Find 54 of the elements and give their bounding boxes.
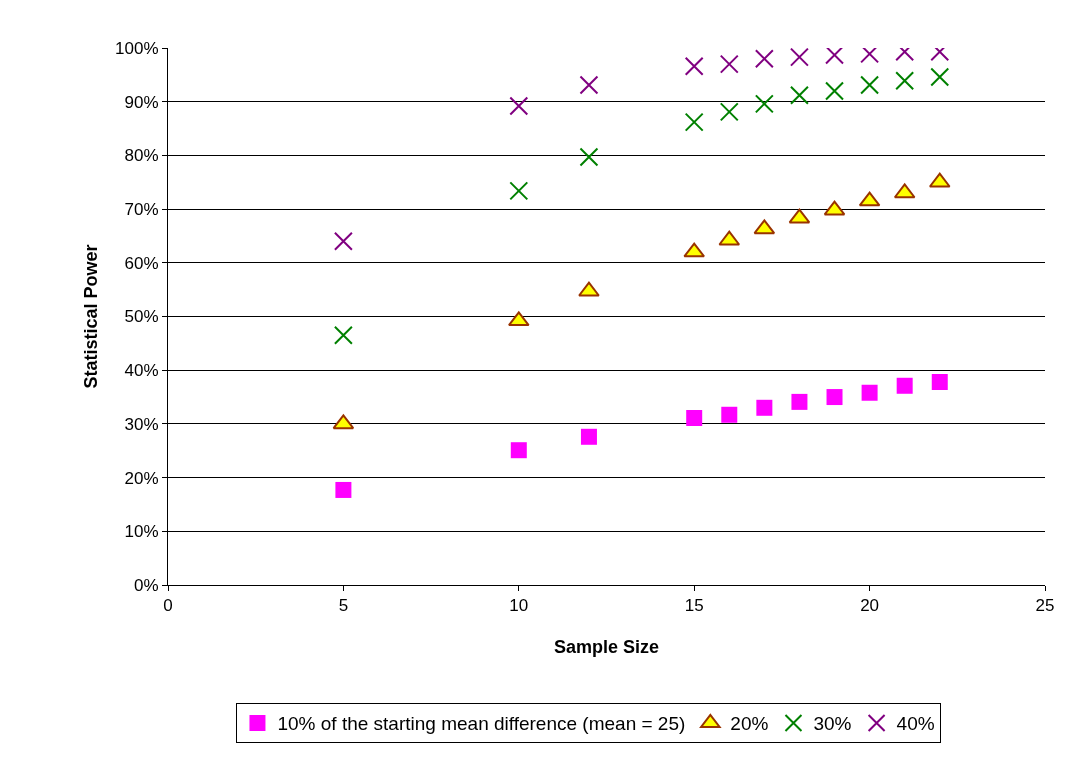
point <box>826 389 843 406</box>
point <box>789 85 809 105</box>
point <box>721 406 738 423</box>
y-tick-label: 20% <box>124 468 159 488</box>
point <box>931 374 948 391</box>
x-tick-label: 15 <box>684 596 704 616</box>
x-tick-label: 5 <box>338 596 349 616</box>
y-axis-title: Statistical Power <box>81 244 102 389</box>
point <box>825 48 845 65</box>
legend-label: 40% <box>896 713 935 735</box>
point <box>756 399 773 416</box>
point <box>684 112 704 132</box>
x-tick-label: 0 <box>163 596 173 616</box>
y-tick-label: 40% <box>124 361 159 381</box>
y-tick-label: 60% <box>124 253 159 273</box>
point <box>860 75 880 95</box>
point <box>686 409 703 426</box>
point <box>825 81 845 101</box>
x-tick-label: 10 <box>509 596 529 616</box>
legend-label: 30% <box>813 713 852 735</box>
point <box>578 281 600 297</box>
point <box>861 384 878 401</box>
point <box>789 48 809 67</box>
point <box>791 393 808 410</box>
y-tick-label: 30% <box>124 414 159 434</box>
point <box>754 49 774 69</box>
y-tick-label: 90% <box>124 92 159 112</box>
point <box>896 377 913 394</box>
point <box>579 147 599 167</box>
point <box>509 181 529 201</box>
point <box>333 325 353 345</box>
y-tick-label: 0% <box>134 575 159 595</box>
point <box>509 96 529 116</box>
y-tick-label: 10% <box>124 522 159 542</box>
legend-label: 20% <box>730 713 769 735</box>
point <box>684 56 704 76</box>
y-tick-label: 70% <box>124 200 159 220</box>
x-axis-title: Sample Size <box>553 636 660 657</box>
legend-label: 10% of the starting mean difference (mean = 25) <box>277 713 686 735</box>
point <box>719 54 739 74</box>
point <box>754 94 774 114</box>
point <box>579 75 599 95</box>
point <box>930 67 950 87</box>
point <box>510 442 527 459</box>
y-tick-label: 100% <box>115 38 159 58</box>
point <box>333 231 353 251</box>
point <box>580 428 597 445</box>
point <box>719 102 739 122</box>
y-tick-label: 50% <box>124 307 159 327</box>
point <box>335 481 352 498</box>
x-tick-label: 20 <box>860 596 880 616</box>
y-tick-label: 80% <box>124 146 159 166</box>
point <box>895 71 915 91</box>
x-tick-label: 25 <box>1035 596 1055 616</box>
